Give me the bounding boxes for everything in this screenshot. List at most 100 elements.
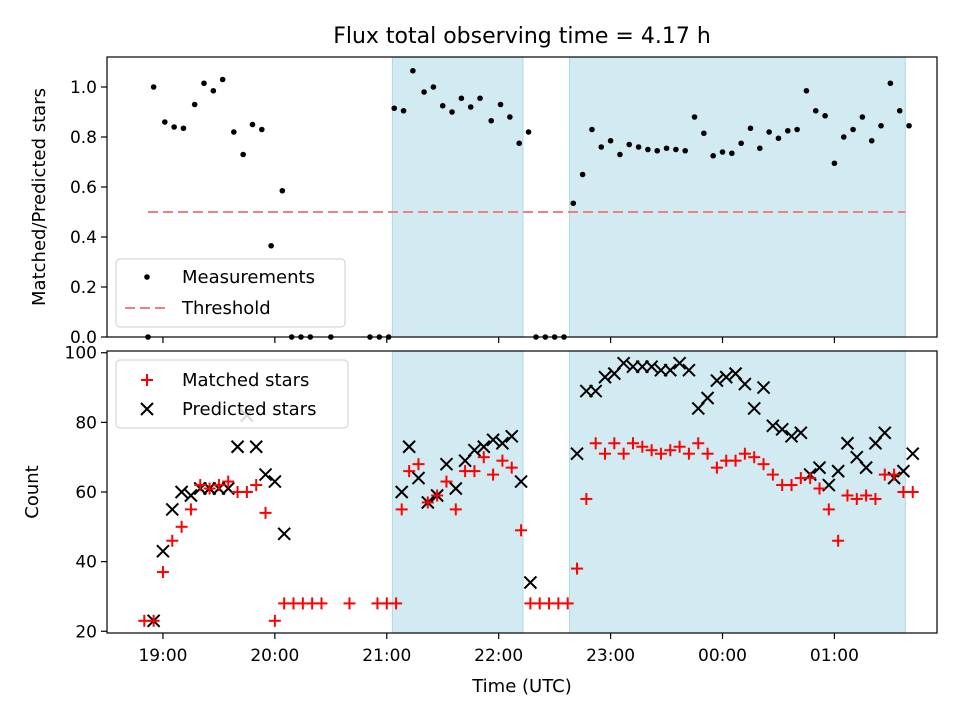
shaded-interval bbox=[569, 56, 906, 338]
matched-point bbox=[654, 447, 667, 460]
matched-point bbox=[617, 447, 630, 460]
measurement-point bbox=[635, 144, 642, 150]
x-tick-label: 01:00 bbox=[810, 646, 859, 666]
measurement-point bbox=[507, 114, 513, 120]
predicted-stroke bbox=[616, 356, 631, 370]
predicted-point bbox=[840, 436, 855, 450]
measurement-point bbox=[525, 129, 532, 135]
predicted-stroke bbox=[644, 359, 659, 374]
predicted-stroke bbox=[258, 467, 273, 482]
matched-point bbox=[832, 534, 845, 547]
measurement-point bbox=[757, 145, 763, 152]
y-tick-label: 20 bbox=[75, 622, 97, 642]
matched-point bbox=[440, 475, 453, 488]
matched-point bbox=[589, 437, 602, 450]
matched-point bbox=[682, 447, 695, 460]
measurement-point bbox=[430, 84, 437, 90]
predicted-point bbox=[514, 474, 528, 489]
matched-point bbox=[822, 503, 835, 516]
measurement-point bbox=[906, 122, 912, 129]
matched-point bbox=[184, 503, 197, 516]
measurement-point bbox=[803, 87, 810, 94]
matched-point bbox=[496, 454, 509, 467]
matched-point bbox=[571, 562, 584, 575]
predicted-stroke bbox=[700, 391, 715, 405]
measurement-point bbox=[180, 125, 187, 132]
predicted-point bbox=[439, 457, 454, 471]
measurement-point bbox=[617, 151, 623, 158]
matched-point bbox=[156, 566, 169, 579]
measurement-point bbox=[859, 114, 866, 120]
predicted-stroke bbox=[514, 474, 528, 489]
y-tick-label: 0.4 bbox=[70, 228, 97, 248]
measurement-point bbox=[162, 119, 168, 125]
measurement-point bbox=[626, 141, 633, 148]
matched-point bbox=[343, 597, 356, 610]
bottom-y-ticks: 20 40 60 80 100 bbox=[65, 344, 107, 642]
matched-point bbox=[268, 614, 281, 627]
shaded-interval bbox=[569, 350, 906, 634]
measurement-point bbox=[210, 87, 217, 94]
matched-point bbox=[561, 597, 574, 610]
matched-point bbox=[515, 524, 528, 537]
matched-stars-points bbox=[138, 437, 919, 627]
measurement-point bbox=[747, 125, 754, 132]
predicted-stroke bbox=[402, 440, 416, 454]
predicted-stroke bbox=[663, 363, 677, 377]
predicted-stroke bbox=[505, 429, 519, 444]
matched-point bbox=[147, 614, 160, 627]
predicted-stroke bbox=[477, 440, 491, 454]
measurement-point bbox=[279, 187, 286, 194]
predicted-stroke bbox=[495, 436, 510, 450]
top-axes-frame bbox=[106, 56, 938, 338]
measurement-point bbox=[710, 152, 716, 159]
matched-point bbox=[505, 461, 518, 474]
measurement-point bbox=[400, 107, 407, 114]
matched-point bbox=[212, 479, 225, 492]
measurement-point bbox=[691, 114, 698, 120]
measurement-point bbox=[589, 126, 595, 133]
predicted-stroke bbox=[756, 380, 771, 395]
predicted-stroke bbox=[249, 440, 263, 454]
predicted-stroke bbox=[588, 384, 603, 398]
predicted-point bbox=[738, 377, 752, 391]
matched-point bbox=[468, 465, 481, 478]
predicted-stroke bbox=[784, 429, 799, 444]
predicted-point bbox=[523, 575, 538, 590]
predicted-point bbox=[394, 485, 409, 499]
top-panel: 0.0 0.2 0.4 0.6 0.8 1.0 Matched/Predicted sta… bbox=[29, 56, 938, 348]
matched-point bbox=[421, 496, 434, 509]
predicted-point bbox=[174, 485, 189, 499]
predicted-stroke bbox=[728, 366, 743, 381]
predicted-stroke bbox=[230, 440, 245, 454]
matched-point bbox=[729, 454, 742, 467]
predicted-point bbox=[598, 370, 612, 384]
matched-point bbox=[395, 503, 408, 516]
predicted-stroke bbox=[156, 544, 170, 558]
predicted-point bbox=[784, 429, 799, 444]
matched-point bbox=[906, 486, 919, 498]
predicted-stars-points bbox=[146, 356, 920, 628]
matched-point bbox=[710, 461, 723, 474]
legend-label-threshold: Threshold bbox=[181, 298, 271, 319]
predicted-stroke bbox=[747, 401, 761, 416]
bottom-legend-box bbox=[115, 359, 349, 429]
predicted-point bbox=[682, 363, 696, 377]
bottom-shaded-intervals bbox=[391, 350, 906, 634]
top-x-ticks bbox=[162, 337, 836, 343]
top-y-axis-label: Matched/Predicted stars bbox=[29, 88, 50, 306]
predicted-stroke bbox=[598, 370, 612, 384]
predicted-point bbox=[747, 401, 761, 416]
measurement-point bbox=[607, 137, 614, 144]
predicted-point bbox=[663, 363, 677, 377]
matched-point bbox=[194, 479, 207, 492]
shaded-interval bbox=[391, 350, 524, 634]
predicted-stroke bbox=[859, 460, 873, 475]
matched-point bbox=[626, 437, 639, 450]
predicted-point bbox=[588, 384, 603, 398]
matched-point bbox=[841, 489, 854, 502]
x-tick-label: 00:00 bbox=[698, 646, 747, 666]
measurement-point bbox=[812, 107, 819, 114]
predicted-point bbox=[812, 460, 827, 475]
predicted-stroke bbox=[812, 460, 827, 475]
